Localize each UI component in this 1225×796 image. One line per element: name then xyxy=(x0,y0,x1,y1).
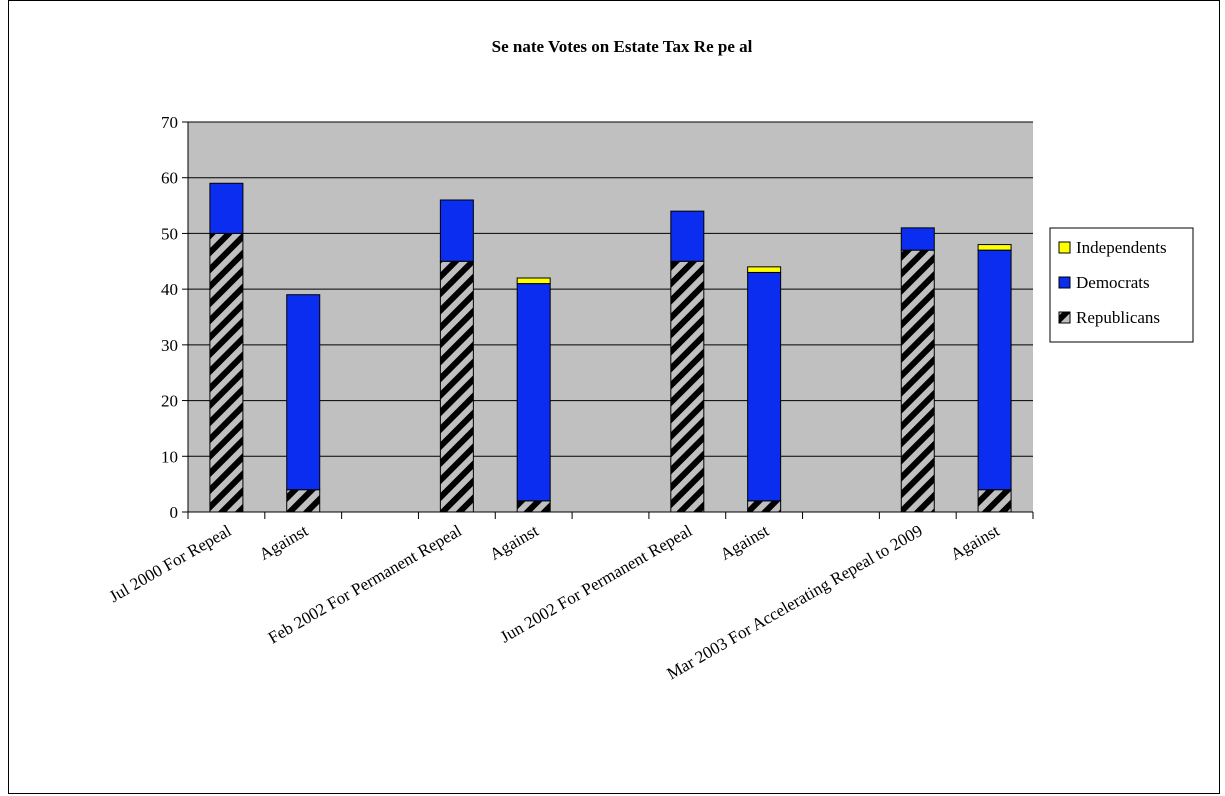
bar-democrats xyxy=(977,249,1012,491)
bar-republicans xyxy=(439,260,474,513)
y-tick-label: 20 xyxy=(161,392,178,411)
bar-democrats xyxy=(670,210,705,262)
bar-republicans xyxy=(209,232,244,513)
chart-title: Se nate Votes on Estate Tax Re pe al xyxy=(492,37,753,56)
plot-background xyxy=(188,122,1033,512)
legend-label-democrats: Democrats xyxy=(1076,273,1150,292)
bar-independents xyxy=(516,277,551,285)
legend-box xyxy=(1049,227,1194,343)
x-tick-label: Jul 2000 For Repeal xyxy=(106,521,235,606)
plot-area: 0 10 20 30 40 50 60 70 Jul 2000 For Repeal Agains… xyxy=(106,113,1034,683)
x-tick-label: Against xyxy=(256,521,312,564)
x-tick-label: Against xyxy=(486,521,542,564)
bar-independents xyxy=(747,266,782,273)
y-tick-label: 30 xyxy=(161,336,178,355)
bar-democrats xyxy=(747,271,782,502)
x-tick-label: Against xyxy=(717,521,773,564)
y-tick-label: 40 xyxy=(161,280,178,299)
bar-democrats xyxy=(516,283,551,502)
bar-republicans xyxy=(977,489,1012,513)
x-tick-label: Against xyxy=(947,521,1003,564)
bar-independents xyxy=(977,244,1012,251)
legend-swatch-republicans xyxy=(1058,311,1071,324)
y-tick-label: 50 xyxy=(161,224,178,243)
legend: Independents Democrats Republicans xyxy=(1049,227,1194,343)
bar-democrats xyxy=(900,227,935,251)
legend-label-independents: Independents xyxy=(1076,238,1167,257)
bar-republicans xyxy=(286,489,321,513)
legend-swatch-independents xyxy=(1058,241,1071,254)
bar-republicans xyxy=(900,249,935,513)
y-tick-label: 10 xyxy=(161,447,178,466)
y-tick-label: 60 xyxy=(161,169,178,188)
y-tick-label: 0 xyxy=(170,503,179,522)
bar-democrats xyxy=(209,182,244,234)
x-tick-label: Mar 2003 For Accelerating Repeal to 2009 xyxy=(664,521,926,683)
legend-label-republicans: Republicans xyxy=(1076,308,1160,327)
bar-republicans xyxy=(670,260,705,513)
bar-democrats xyxy=(286,294,321,491)
legend-swatch-democrats xyxy=(1058,276,1071,289)
y-tick-label: 70 xyxy=(161,113,178,132)
bar-democrats xyxy=(439,199,474,262)
bar-republicans xyxy=(516,500,551,513)
bar-republicans xyxy=(747,500,782,513)
